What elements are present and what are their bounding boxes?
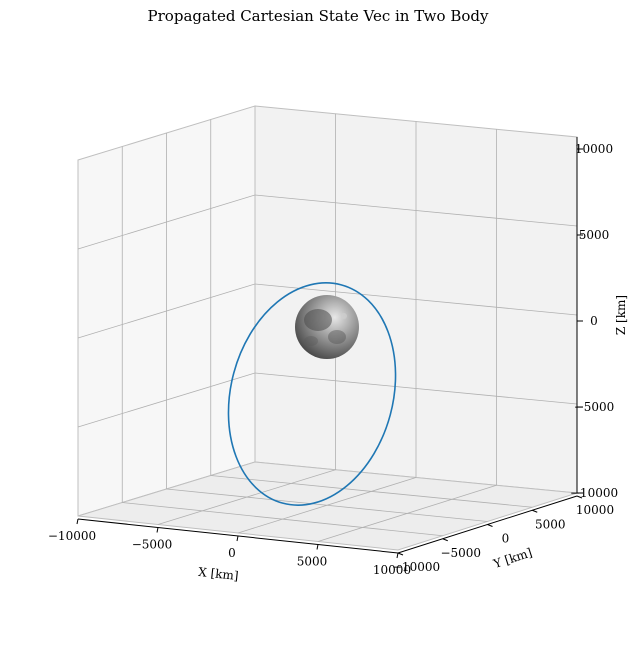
x-tick-label: −10000 [48,529,96,543]
grid-line [254,372,578,405]
z-tick-label: 5000 [579,228,610,242]
y-tick-mark [397,552,404,556]
grid-line [254,194,578,227]
z-tick-label: −10000 [570,486,618,500]
y-ticks: −10000−5000 0 5000 10000 [392,495,614,574]
grid-line [122,502,443,537]
z-axis-label: Z [km] [614,295,628,335]
y-axis-label: Y [km] [491,545,534,571]
x-ticks: −10000 −5000 0 5000 10000 [48,518,411,577]
x-tick-mark [236,535,239,542]
y-tick-label: 0 [502,532,510,546]
y-tick-mark [487,524,493,527]
z-tick-label: 0 [590,314,598,328]
grid-line [77,283,256,339]
moon-mare [304,309,332,331]
x-tick-mark [156,527,159,533]
x-tick-label: −5000 [132,538,173,552]
x-axis-label: X [km] [198,565,240,583]
grid-line [77,194,256,250]
moon-mare [328,330,346,344]
x-tick-mark [396,552,399,559]
orbit-series-line [227,282,397,506]
y-tick-mark [442,538,448,542]
grid-line [210,475,533,508]
grid-line [254,283,578,316]
moon-crater [341,313,347,319]
y-tick-mark [576,495,583,499]
central-body [295,295,359,359]
x-tick-label: 5000 [297,555,328,569]
y-tick-label: −5000 [440,546,481,560]
z-tick-label: −5000 [574,400,615,414]
grid-line [77,372,256,428]
x-tick-mark [76,518,79,525]
y-tick-label: 5000 [535,517,566,531]
z-ticks: −10000 −5000 0 5000 10000 [570,142,618,500]
z-tick-label: 10000 [575,142,613,156]
chart-title: Propagated Cartesian State Vec in Two Bo… [148,7,489,25]
x-tick-label: 10000 [373,563,411,577]
moon-mare [304,336,318,346]
grid-lines [77,113,578,542]
x-tick-label: 0 [228,546,236,560]
grid-line [166,488,488,522]
y-tick-label: 10000 [576,503,614,517]
y-tick-mark [532,509,538,513]
x-tick-mark [316,544,319,550]
y-tick-label: −10000 [392,560,440,574]
